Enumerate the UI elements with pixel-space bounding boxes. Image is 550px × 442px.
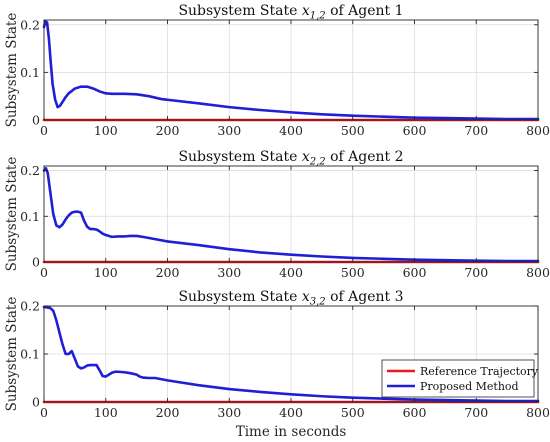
title-suffix: of Agent 2 [326,149,404,165]
x-tick-label: 700 [464,265,488,280]
subplot-3: 0 100 200 300 400 500 600 700 80000.10.2Subsyste… [4,289,550,420]
subplot-1: 0 100 200 300 400 500 600 700 80000.10.2Subsyste… [4,3,550,138]
subplot-2: 0 100 200 300 400 500 600 700 80000.10.2Subsyste… [4,149,550,280]
x-tick-label: 200 [156,123,180,138]
series-proposed-method [42,166,540,263]
y-axis-label: Subsystem State [4,13,20,128]
x-tick-label: 100 [94,265,118,280]
legend-label: Proposed Method [420,380,519,393]
x-tick-label: 200 [156,405,180,420]
x-tick-label: 500 [341,265,365,280]
y-axis-label: Subsystem State [4,297,20,412]
series-proposed-method [42,20,540,121]
subplot-title: Subsystem State x1,2 of Agent 1 [178,3,403,22]
title-prefix: Subsystem State [178,3,301,19]
y-tick-label: 0 [32,113,40,128]
y-tick-label: 0.2 [20,163,40,178]
y-tick-label: 0.2 [20,17,40,32]
y-tick-label: 0 [32,255,40,270]
title-subscript: 1,2 [310,11,326,22]
series-proposed-method [42,305,540,403]
x-tick-label: 700 [464,405,488,420]
y-tick-label: 0.1 [20,347,40,362]
x-tick-label: 500 [341,405,365,420]
x-tick-label: 600 [403,265,427,280]
title-suffix: of Agent 1 [326,3,404,19]
title-math: x [302,149,310,165]
x-tick-label: 400 [279,405,303,420]
x-tick-label: 200 [156,265,180,280]
x-tick-label: 600 [403,123,427,138]
subplot-title: Subsystem State x2,2 of Agent 2 [178,149,403,168]
title-subscript: 2,2 [309,157,326,168]
x-tick-label: 800 [526,265,550,280]
x-tick-label: 300 [217,123,241,138]
title-prefix: Subsystem State [178,289,301,305]
title-math: x [302,289,310,305]
legend-label: Reference Trajectory [420,365,539,378]
x-tick-label: 400 [279,123,303,138]
title-suffix: of Agent 3 [326,289,404,305]
x-tick-label: 600 [403,405,427,420]
x-tick-label: 0 [40,123,48,138]
x-tick-label: 300 [217,405,241,420]
subplot-title: Subsystem State x3,2 of Agent 3 [178,289,403,308]
title-subscript: 3,2 [310,297,326,308]
x-tick-label: 500 [341,123,365,138]
y-tick-label: 0.2 [20,299,40,314]
y-tick-label: 0.1 [20,65,40,80]
x-tick-label: 800 [526,405,550,420]
x-tick-label: 0 [40,405,48,420]
y-axis-label: Subsystem State [4,157,20,272]
x-tick-label: 800 [526,123,550,138]
x-tick-label: 100 [94,405,118,420]
legend-box [381,359,535,398]
x-tick-label: 100 [94,123,118,138]
x-tick-label: 300 [217,265,241,280]
y-tick-label: 0 [32,395,40,410]
x-axis-label: Time in seconds [236,424,347,440]
title-math: x [302,3,310,19]
y-tick-label: 0.1 [20,209,40,224]
legend: Reference Trajectory Proposed Method [381,359,539,398]
x-tick-label: 0 [40,265,48,280]
x-tick-label: 700 [464,123,488,138]
x-tick-label: 400 [279,265,303,280]
title-prefix: Subsystem State [178,149,301,165]
